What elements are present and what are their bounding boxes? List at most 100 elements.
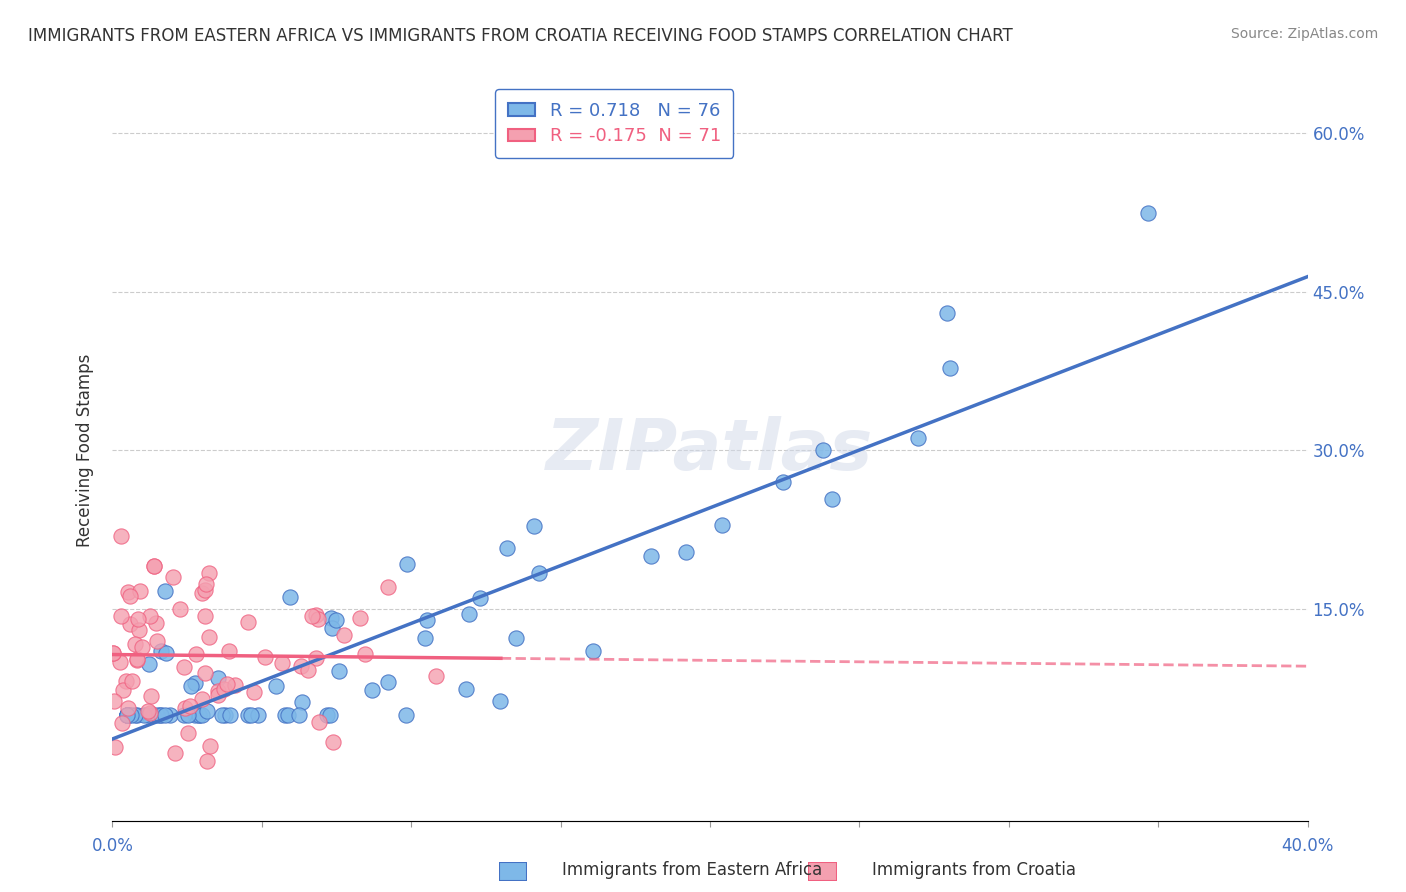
Text: Immigrants from Eastern Africa: Immigrants from Eastern Africa [562,861,823,879]
Point [142,707,165,722]
Point [117,707,139,722]
Point [103,646,125,660]
Point [290,658,312,673]
Point [114,673,136,688]
Text: 40.0%: 40.0% [1281,837,1334,855]
Point [456,681,478,696]
Point [349,611,371,625]
Text: ZIPatlas: ZIPatlas [547,416,873,485]
Point [159,707,181,722]
Point [319,611,342,625]
Point [117,707,139,722]
Point [582,644,605,658]
Point [155,707,177,722]
Point [247,707,270,722]
Point [640,549,662,564]
Point [240,707,263,722]
Point [219,707,242,722]
Point [124,707,146,722]
Point [121,673,143,688]
Point [936,306,959,320]
Y-axis label: Receiving Food Stamps: Receiving Food Stamps [76,354,94,547]
Point [195,754,218,768]
Text: Immigrants from Croatia: Immigrants from Croatia [872,861,1076,879]
Point [149,644,172,658]
Point [675,545,697,559]
Point [224,678,246,692]
Point [207,683,229,698]
Point [184,647,207,661]
Point [145,615,167,630]
Point [117,585,139,599]
Point [142,707,165,722]
Point [117,707,139,722]
Point [197,631,219,645]
Point [110,529,132,543]
Point [322,735,344,749]
Point [110,655,132,669]
Point [319,707,342,722]
Point [146,707,169,722]
Point [325,613,347,627]
Point [142,559,165,574]
Point [179,699,201,714]
Point [297,663,319,677]
Point [236,615,259,630]
Point [316,707,339,722]
Point [180,679,202,693]
Point [217,677,239,691]
Point [127,612,149,626]
Point [188,707,211,722]
Point [395,557,418,571]
Point [146,633,169,648]
Point [523,519,546,533]
Point [274,707,297,722]
Point [305,608,328,623]
Point [194,665,217,680]
Point [142,559,165,574]
Point [117,707,139,722]
Text: Source: ZipAtlas.com: Source: ZipAtlas.com [1230,27,1378,41]
Point [138,657,160,672]
Point [425,669,447,683]
Point [271,656,294,670]
Point [288,707,311,722]
Point [104,740,127,755]
Point [307,612,329,626]
Point [253,649,276,664]
Point [278,590,301,604]
Point [194,609,217,624]
Point [101,646,124,660]
Point [139,706,162,720]
Point [125,707,148,722]
Point [212,682,235,697]
Point [214,707,236,722]
Point [131,640,153,654]
Point [308,715,330,730]
Point [169,602,191,616]
Point [710,517,733,532]
Point [150,707,173,722]
Point [377,581,399,595]
Point [138,707,160,722]
Text: IMMIGRANTS FROM EASTERN AFRICA VS IMMIGRANTS FROM CROATIA RECEIVING FOOD STAMPS : IMMIGRANTS FROM EASTERN AFRICA VS IMMIGR… [28,27,1012,45]
Point [139,689,162,703]
Point [191,586,214,600]
Point [173,660,195,674]
Legend: R = 0.718   N = 76, R = -0.175  N = 71: R = 0.718 N = 76, R = -0.175 N = 71 [495,89,734,158]
Point [177,707,200,722]
Point [1137,206,1160,220]
Point [125,652,148,666]
Point [128,623,150,637]
Point [354,647,377,661]
Point [207,671,229,685]
Point [193,583,215,598]
Point [120,707,142,722]
Point [195,704,218,718]
Point [153,583,176,598]
Point [110,609,132,624]
Point [416,614,439,628]
Point [138,608,160,623]
Point [162,570,184,584]
Point [117,701,139,715]
